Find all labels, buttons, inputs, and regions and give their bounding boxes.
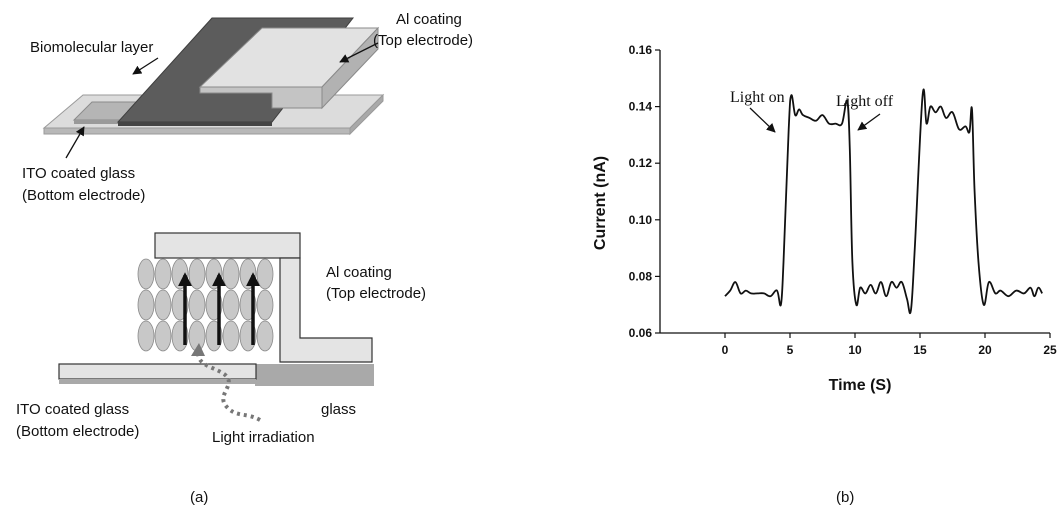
al-electrode-side (321, 26, 379, 110)
label-al-coating-cross: Al coating (326, 264, 392, 281)
x-axis-title: Time (S) (829, 377, 892, 394)
arrow-light-on (749, 107, 776, 133)
glass-substrate-side (349, 93, 384, 136)
glass-layer (255, 364, 374, 386)
biomolecule-ellipse (137, 320, 155, 352)
biomolecule-ellipse (137, 258, 155, 290)
x-tick-label: 20 (978, 343, 992, 357)
label-biomolecular-layer: Biomolecular layer (30, 39, 153, 56)
y-ticks: 0.06 0.08 0.10 0.12 0.14 0.16 (629, 43, 660, 340)
current-series-line (724, 88, 1043, 315)
al-side-bar (279, 257, 373, 363)
ito-underline (59, 379, 256, 384)
x-tick-label: 10 (848, 343, 862, 357)
biomolecule-ellipse (256, 258, 274, 290)
biomolecule-ellipse (154, 289, 172, 321)
y-tick-label: 0.06 (629, 326, 653, 340)
biomolecule-ellipse (222, 258, 240, 290)
label-top-electrode-cross: (Top electrode) (326, 285, 426, 302)
label-bottom-electrode-cross: (Bottom electrode) (16, 423, 139, 440)
biomolecule-ellipse (154, 320, 172, 352)
arrow-biomolecular (132, 57, 159, 75)
arrow-ito-top (65, 126, 85, 159)
al-top-bar (154, 232, 301, 259)
caption-b: (b) (836, 489, 854, 506)
glass-substrate-front (43, 127, 351, 135)
label-ito-cross: ITO coated glass (16, 401, 129, 418)
biomolecular-layer-front (118, 122, 272, 126)
arrow-light-off (857, 113, 881, 131)
biomolecule-ellipse (256, 320, 274, 352)
x-tick-label: 25 (1043, 343, 1057, 357)
y-tick-label: 0.12 (629, 156, 653, 170)
light-wave-arrowhead (191, 343, 205, 356)
light-wave (196, 351, 261, 422)
label-light-irradiation: Light irradiation (212, 429, 315, 446)
x-tick-label: 0 (722, 343, 729, 357)
biomolecule-ellipse (188, 258, 206, 290)
y-tick-label: 0.10 (629, 213, 653, 227)
x-tick-label: 15 (913, 343, 927, 357)
y-tick-label: 0.14 (629, 100, 653, 114)
biomolecule-ellipse (188, 289, 206, 321)
biomolecule-ellipse (154, 258, 172, 290)
y-tick-label: 0.08 (629, 269, 653, 283)
biomolecule-ellipse (222, 320, 240, 352)
y-axis-title: Current (nA) (592, 156, 609, 250)
annotation-light-on: Light on (730, 89, 785, 106)
biomolecule-ellipse (256, 289, 274, 321)
label-top-electrode-top: (Top electrode) (373, 32, 473, 49)
arrow-al-top (339, 42, 379, 63)
label-al-coating-top: Al coating (396, 11, 462, 28)
annotation-light-off: Light off (836, 93, 894, 110)
caption-a: (a) (190, 489, 208, 506)
ito-layer (58, 363, 257, 380)
x-tick-label: 5 (787, 343, 794, 357)
device-top-view (42, 17, 385, 136)
device-cross-section (58, 232, 374, 422)
y-tick-label: 0.16 (629, 43, 653, 57)
biomolecule-ellipse (137, 289, 155, 321)
label-glass: glass (321, 401, 356, 418)
label-bottom-electrode-top: (Bottom electrode) (22, 187, 145, 204)
biomolecule-ellipse (222, 289, 240, 321)
current-time-chart: 0.06 0.08 0.10 0.12 0.14 0.16 0 5 10 15 20 25 (629, 43, 1057, 357)
x-ticks: 0 5 10 15 20 25 (722, 333, 1057, 357)
label-ito-top: ITO coated glass (22, 165, 135, 182)
